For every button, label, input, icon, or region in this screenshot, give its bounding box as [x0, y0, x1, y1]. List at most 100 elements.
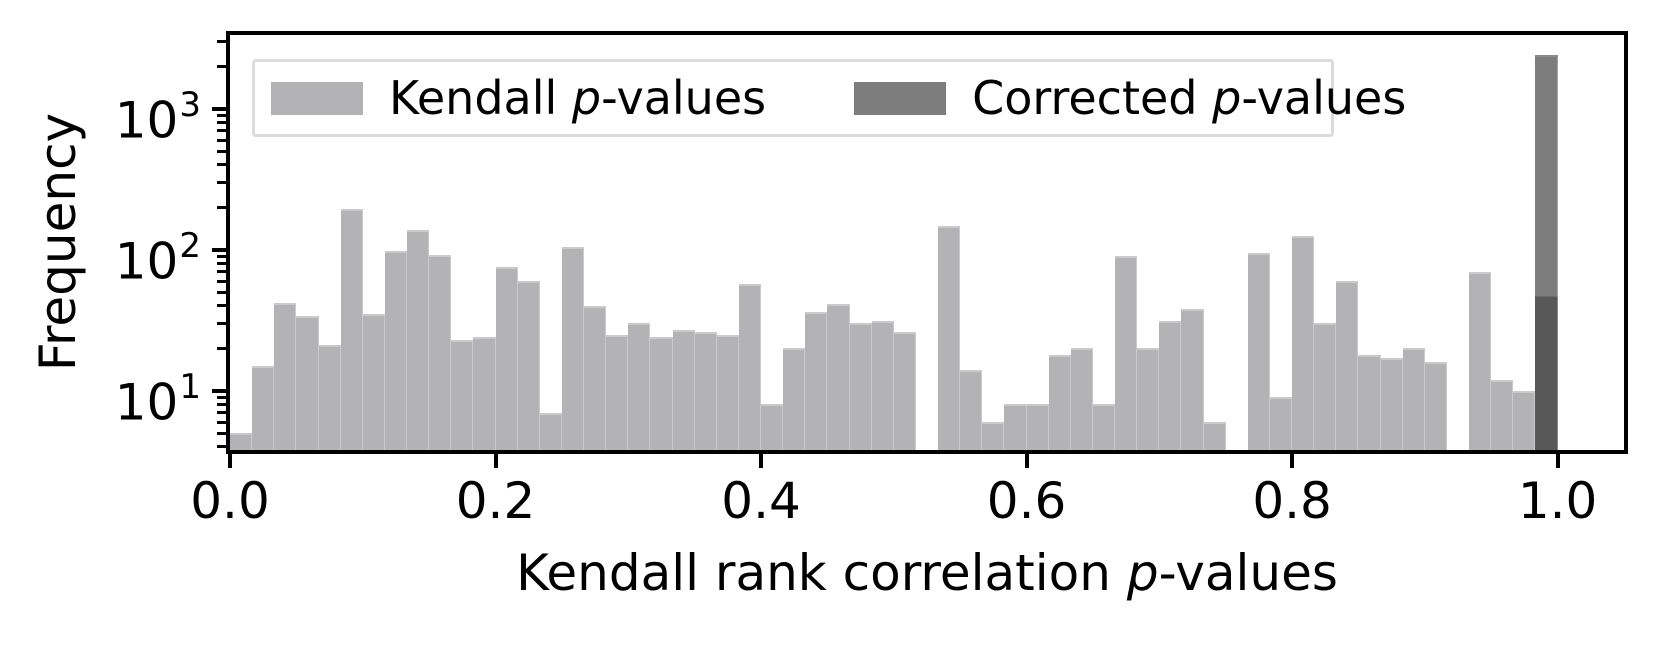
histogram-bar	[938, 225, 961, 450]
y-axis-tick-label: 102	[114, 225, 201, 291]
y-axis-minor-tick	[217, 420, 226, 424]
histogram-bar	[1491, 379, 1514, 450]
y-axis-minor-tick	[217, 39, 226, 43]
x-axis-tick-label: 0.6	[986, 472, 1067, 530]
histogram-bar-corrected	[1535, 55, 1558, 450]
x-axis-tick	[228, 454, 232, 468]
histogram-bar	[1181, 309, 1204, 450]
kendall-swatch-icon	[271, 81, 363, 115]
y-axis-minor-tick	[217, 290, 226, 294]
histogram-bar	[407, 230, 430, 450]
histogram-bar	[982, 422, 1005, 450]
histogram-bar	[1070, 348, 1093, 450]
histogram-bar	[1424, 361, 1447, 450]
y-axis-minor-tick	[217, 113, 226, 117]
histogram-bar	[362, 314, 385, 450]
histogram-bar	[429, 254, 452, 450]
histogram-bar	[539, 412, 562, 450]
histogram-bar	[1159, 321, 1182, 450]
histogram-bar	[1092, 404, 1116, 450]
y-axis-tick-label: 103	[114, 84, 201, 150]
histogram-bar	[1380, 358, 1403, 450]
histogram-bar	[1358, 354, 1381, 450]
y-axis-minor-tick	[217, 395, 226, 399]
y-axis-minor-tick	[217, 138, 226, 142]
histogram-bar	[230, 433, 253, 450]
x-axis-label: Kendall rank correlation p-values	[516, 544, 1338, 602]
y-axis-minor-tick	[217, 254, 226, 258]
histogram-bar	[1247, 252, 1270, 450]
histogram-bar	[274, 302, 297, 450]
y-axis-minor-tick	[217, 346, 226, 350]
histogram-bar	[783, 348, 806, 450]
y-axis-minor-tick	[217, 402, 226, 406]
histogram-bar	[1004, 404, 1027, 450]
x-axis-tick-label: 0.8	[1252, 472, 1332, 530]
histogram-bar	[340, 208, 363, 450]
x-axis-tick	[1024, 454, 1029, 468]
y-axis-minor-tick	[217, 261, 226, 265]
histogram-bar	[761, 404, 784, 450]
y-axis-minor-tick	[217, 445, 226, 449]
y-axis-minor-tick	[217, 120, 226, 124]
histogram-bar	[1292, 236, 1315, 450]
y-axis-minor-tick	[217, 304, 226, 308]
histogram-bar	[716, 334, 739, 450]
y-axis-minor-tick	[217, 205, 226, 209]
y-axis-tick	[212, 247, 226, 252]
histogram-bar	[827, 304, 850, 450]
histogram-bar	[1048, 354, 1071, 450]
histogram-bar	[1137, 348, 1160, 450]
legend: Kendall p-values Corrected p-values	[252, 59, 1406, 137]
histogram-bar	[893, 332, 916, 450]
histogram-bar	[1203, 422, 1226, 450]
histogram-bar	[694, 332, 717, 450]
histogram-bar	[451, 339, 474, 450]
histogram-bar	[318, 345, 341, 450]
histogram-bar	[384, 251, 407, 450]
histogram-bar	[871, 321, 894, 450]
histogram-bar	[628, 323, 651, 450]
x-axis-tick	[1555, 454, 1560, 468]
y-axis-minor-tick	[217, 149, 226, 153]
x-axis-tick	[1290, 454, 1295, 468]
y-axis-tick-label: 101	[114, 366, 201, 432]
corrected-swatch-icon	[854, 81, 947, 115]
y-axis-minor-tick	[217, 129, 226, 133]
histogram-bar	[1336, 281, 1359, 450]
legend-item-kendall: Kendall p-values	[271, 75, 766, 121]
legend-item-corrected: Corrected p-values	[854, 75, 1406, 121]
histogram-bar	[1402, 348, 1425, 450]
histogram-bar	[252, 365, 275, 450]
histogram-bar	[1115, 256, 1138, 450]
y-axis-minor-tick	[217, 163, 226, 167]
y-axis-minor-tick	[217, 270, 226, 274]
histogram-bar	[1026, 404, 1049, 450]
histogram-bar	[650, 337, 673, 450]
y-axis-minor-tick	[217, 279, 226, 283]
x-axis-tick-label: 0.0	[190, 472, 270, 530]
histogram-bar	[606, 334, 629, 450]
y-axis-minor-tick	[217, 431, 226, 435]
x-axis-tick	[759, 454, 764, 468]
y-axis-minor-tick	[217, 64, 226, 68]
histogram-bar	[849, 323, 872, 450]
histogram-bar	[672, 329, 695, 450]
y-axis-minor-tick	[217, 411, 226, 415]
y-axis-label: Frequency	[29, 112, 87, 372]
histogram-bar	[1269, 397, 1293, 450]
histogram-bar	[805, 312, 828, 450]
histogram-bar	[561, 246, 585, 450]
histogram-bar	[1469, 271, 1492, 450]
histogram-bar	[960, 370, 983, 450]
histogram-bar	[584, 305, 607, 450]
histogram-bar	[495, 266, 518, 450]
histogram-bar	[296, 315, 319, 450]
x-axis-tick-label: 0.4	[721, 472, 801, 530]
legend-label-kendall: Kendall p-values	[389, 71, 767, 125]
histogram-bar	[1513, 390, 1536, 450]
x-axis-tick-label: 1.0	[1517, 472, 1598, 530]
legend-label-corrected: Corrected p-values	[972, 71, 1407, 125]
x-axis-tick	[493, 454, 498, 468]
histogram-bar	[1314, 323, 1337, 450]
